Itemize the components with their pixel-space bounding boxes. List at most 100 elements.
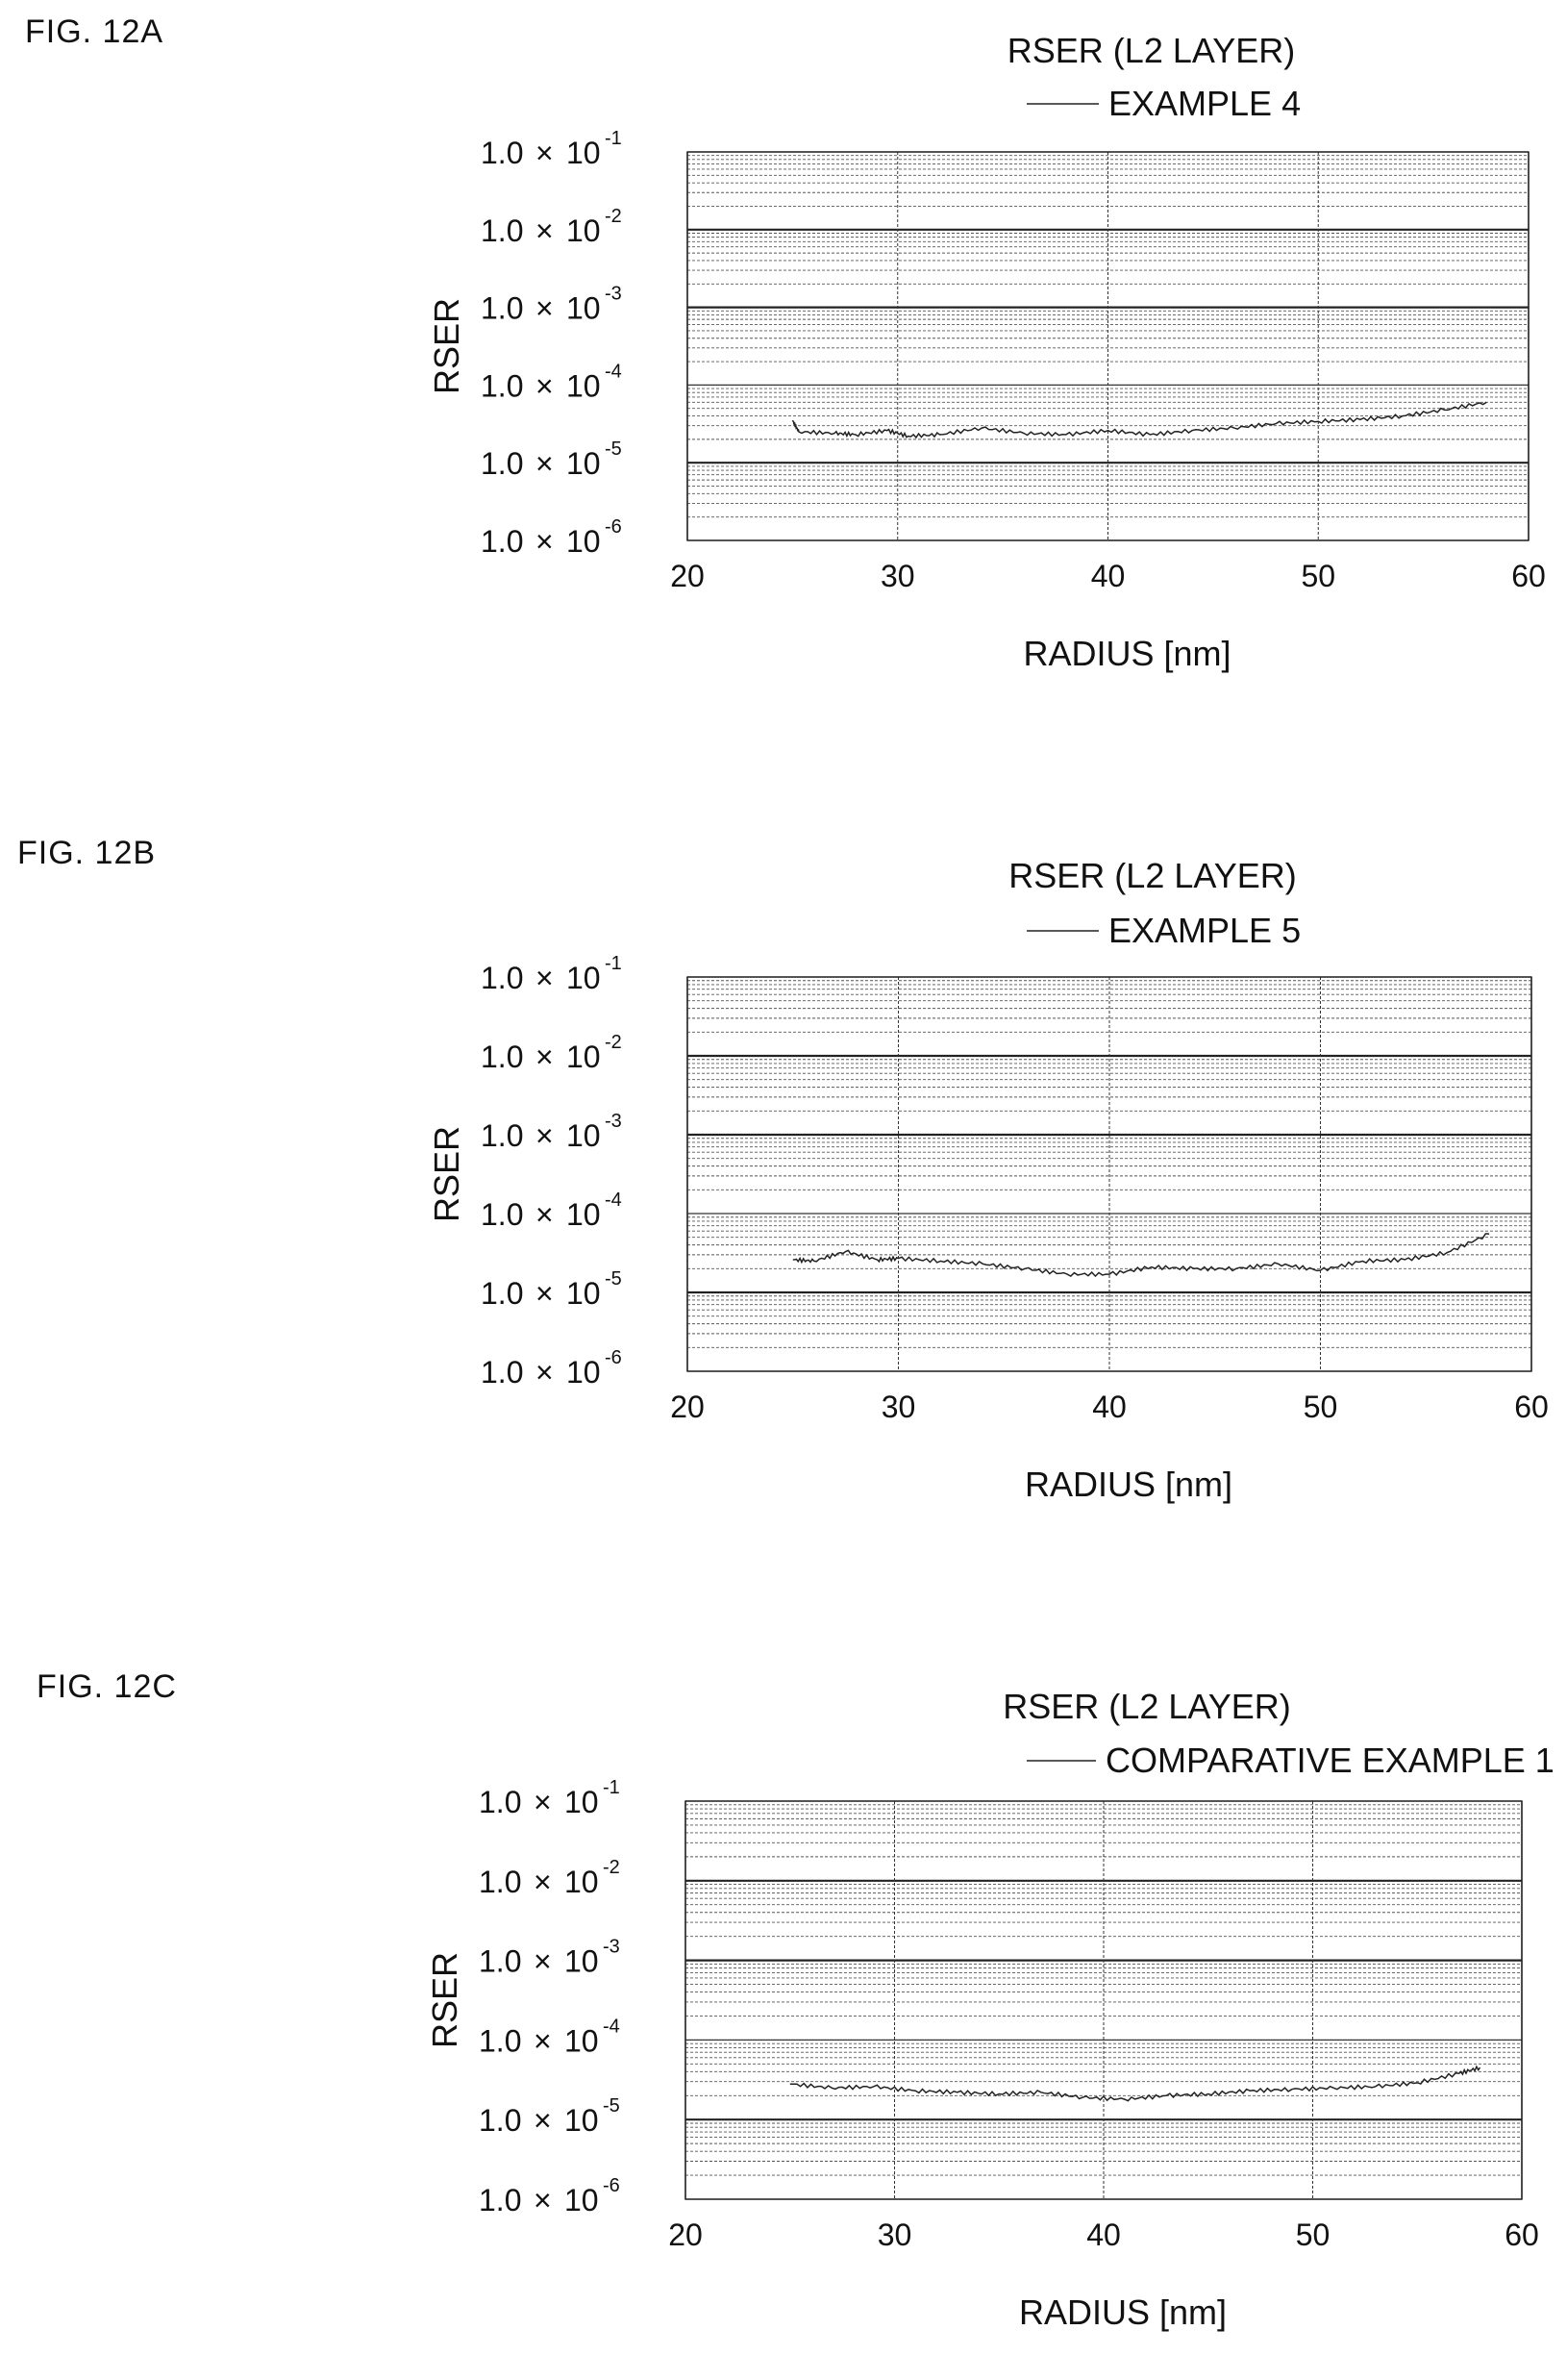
y-tick-exponent: -3	[603, 1937, 620, 1958]
legend-label: COMPARATIVE EXAMPLE 1	[1106, 1741, 1555, 1780]
y-tick-base: 10	[566, 1276, 601, 1311]
y-axis-label: RSER	[427, 298, 466, 394]
y-tick-times: ×	[535, 1040, 554, 1074]
y-tick-mantissa: 1.0	[479, 1865, 521, 1899]
y-tick-mantissa: 1.0	[481, 291, 523, 326]
grid	[686, 151, 1530, 541]
x-tick-label: 30	[878, 2217, 912, 2252]
x-tick-label: 30	[882, 1390, 916, 1424]
y-tick-mantissa: 1.0	[481, 1040, 523, 1074]
x-tick-label: 50	[1304, 1390, 1338, 1424]
y-tick-times: ×	[535, 524, 554, 559]
y-tick-times: ×	[534, 2023, 552, 2058]
y-tick-times: ×	[535, 1355, 554, 1390]
y-tick-base: 10	[566, 291, 601, 326]
legend-label: EXAMPLE 4	[1108, 84, 1301, 123]
y-tick-times: ×	[535, 961, 554, 995]
y-tick-exponent: -5	[605, 438, 622, 460]
y-tick-base: 10	[564, 2183, 599, 2217]
series-line	[791, 401, 1487, 439]
y-tick-times: ×	[535, 136, 554, 170]
y-tick-times: ×	[535, 1276, 554, 1311]
chart-12c: RSER (L2 LAYER) COMPARATIVE EXAMPLE 1 20 30…	[425, 1687, 1555, 2332]
y-tick-mantissa: 1.0	[481, 368, 523, 403]
x-axis-label: RADIUS [nm]	[1019, 2292, 1227, 2332]
y-tick-exponent: -3	[605, 1111, 622, 1132]
plot-frame	[686, 976, 1532, 1372]
series-line	[792, 1233, 1490, 1278]
y-tick-times: ×	[535, 213, 554, 248]
y-tick-base: 10	[566, 1355, 601, 1390]
chart-12a: RSER (L2 LAYER) EXAMPLE 4 20 30 40 50 60 1.0 × 10…	[427, 31, 1546, 673]
y-tick-base: 10	[566, 368, 601, 403]
y-tick-exponent: -4	[605, 1190, 622, 1211]
plot-frame	[686, 151, 1530, 541]
x-tick-label: 60	[1514, 1390, 1549, 1424]
y-tick-mantissa: 1.0	[479, 1944, 521, 1979]
y-tick-times: ×	[534, 2103, 552, 2138]
chart-title: RSER (L2 LAYER)	[1007, 31, 1295, 70]
y-tick-base: 10	[566, 961, 601, 995]
y-tick-exponent: -1	[605, 953, 622, 974]
x-tick-label: 50	[1301, 559, 1335, 593]
y-tick-exponent: -5	[603, 2095, 620, 2117]
x-tick-label: 20	[670, 1390, 705, 1424]
figure-label-b: FIG. 12B	[17, 835, 157, 871]
x-axis-label: RADIUS [nm]	[1023, 634, 1231, 673]
y-tick-exponent: -2	[605, 1032, 622, 1053]
y-tick-base: 10	[564, 1785, 599, 1819]
y-tick-mantissa: 1.0	[481, 1276, 523, 1311]
y-tick-base: 10	[564, 2023, 599, 2058]
y-tick-exponent: -1	[605, 128, 622, 149]
y-tick-mantissa: 1.0	[481, 1197, 523, 1232]
grid	[686, 976, 1532, 1372]
y-tick-mantissa: 1.0	[481, 136, 523, 170]
x-tick-label: 40	[1086, 2217, 1121, 2252]
figure-label-c: FIG. 12C	[37, 1668, 177, 1705]
y-tick-mantissa: 1.0	[481, 213, 523, 248]
y-tick-exponent: -5	[605, 1268, 622, 1290]
y-tick-exponent: -6	[605, 516, 622, 538]
y-tick-mantissa: 1.0	[479, 2103, 521, 2138]
y-tick-times: ×	[535, 1197, 554, 1232]
y-tick-base: 10	[566, 1197, 601, 1232]
x-tick-label: 20	[668, 2217, 703, 2252]
y-tick-mantissa: 1.0	[479, 2183, 521, 2217]
y-tick-times: ×	[535, 446, 554, 481]
y-tick-base: 10	[564, 1865, 599, 1899]
y-tick-base: 10	[566, 1040, 601, 1074]
y-tick-mantissa: 1.0	[481, 1118, 523, 1153]
grid	[684, 1800, 1523, 2200]
y-axis-label: RSER	[425, 1952, 464, 2048]
y-tick-exponent: -4	[605, 361, 622, 382]
x-tick-label: 30	[881, 559, 915, 593]
y-tick-exponent: -2	[605, 206, 622, 227]
y-tick-times: ×	[535, 291, 554, 326]
y-tick-times: ×	[534, 1785, 552, 1819]
legend-label: EXAMPLE 5	[1108, 911, 1301, 950]
chart-12b: RSER (L2 LAYER) EXAMPLE 5 20 30 40 50 60 1.0 × 10…	[427, 856, 1549, 1504]
y-tick-base: 10	[564, 1944, 599, 1979]
chart-title: RSER (L2 LAYER)	[1008, 856, 1296, 895]
x-tick-label: 60	[1505, 2217, 1539, 2252]
y-tick-base: 10	[566, 1118, 601, 1153]
x-tick-label: 50	[1296, 2217, 1331, 2252]
y-tick-times: ×	[534, 2183, 552, 2217]
x-axis-label: RADIUS [nm]	[1025, 1465, 1232, 1504]
y-tick-exponent: -3	[605, 284, 622, 305]
y-tick-times: ×	[534, 1944, 552, 1979]
figure-label-a: FIG. 12A	[25, 13, 164, 50]
series-line	[789, 2065, 1481, 2102]
y-tick-base: 10	[566, 136, 601, 170]
chart-title: RSER (L2 LAYER)	[1003, 1687, 1290, 1726]
y-tick-base: 10	[566, 524, 601, 559]
y-tick-exponent: -1	[603, 1777, 620, 1798]
y-tick-mantissa: 1.0	[479, 1785, 521, 1819]
y-tick-base: 10	[564, 2103, 599, 2138]
y-tick-times: ×	[534, 1865, 552, 1899]
y-tick-times: ×	[535, 368, 554, 403]
y-tick-base: 10	[566, 213, 601, 248]
x-tick-label: 40	[1091, 559, 1126, 593]
x-tick-label: 60	[1511, 559, 1546, 593]
y-tick-times: ×	[535, 1118, 554, 1153]
